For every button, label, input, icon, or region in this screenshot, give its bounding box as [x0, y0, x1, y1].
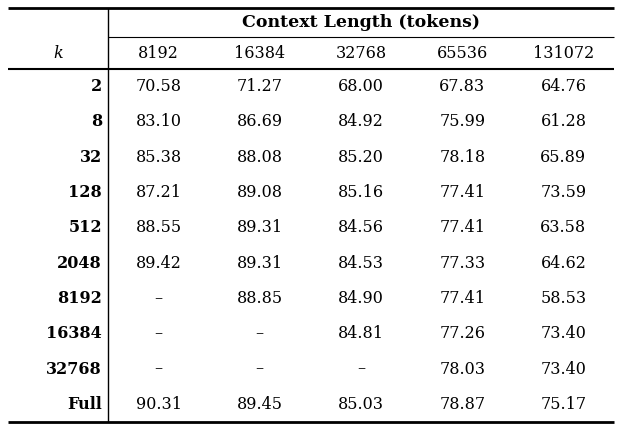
- Text: 58.53: 58.53: [541, 290, 587, 307]
- Text: 78.87: 78.87: [439, 396, 485, 413]
- Text: 63.58: 63.58: [541, 219, 587, 237]
- Text: 89.42: 89.42: [136, 255, 182, 272]
- Text: 65536: 65536: [437, 44, 488, 61]
- Text: 84.81: 84.81: [338, 325, 384, 342]
- Text: 77.26: 77.26: [439, 325, 485, 342]
- Text: 90.31: 90.31: [136, 396, 182, 413]
- Text: 73.40: 73.40: [541, 325, 587, 342]
- Text: 64.76: 64.76: [541, 78, 587, 95]
- Text: 2048: 2048: [57, 255, 102, 272]
- Text: –: –: [256, 360, 264, 378]
- Text: 84.56: 84.56: [338, 219, 384, 237]
- Text: 85.03: 85.03: [338, 396, 384, 413]
- Text: 77.33: 77.33: [439, 255, 485, 272]
- Text: 68.00: 68.00: [338, 78, 384, 95]
- Text: 8192: 8192: [138, 44, 179, 61]
- Text: 84.90: 84.90: [338, 290, 384, 307]
- Text: 84.53: 84.53: [338, 255, 384, 272]
- Text: 75.99: 75.99: [439, 114, 485, 130]
- Text: 73.59: 73.59: [541, 184, 587, 201]
- Text: –: –: [154, 325, 163, 342]
- Text: 77.41: 77.41: [439, 184, 485, 201]
- Text: Context Length (tokens): Context Length (tokens): [242, 14, 480, 31]
- Text: 73.40: 73.40: [541, 360, 587, 378]
- Text: k: k: [53, 44, 63, 61]
- Text: 32768: 32768: [335, 44, 386, 61]
- Text: 67.83: 67.83: [439, 78, 485, 95]
- Text: 61.28: 61.28: [541, 114, 587, 130]
- Text: 32768: 32768: [46, 360, 102, 378]
- Text: 89.31: 89.31: [237, 255, 283, 272]
- Text: 131072: 131072: [533, 44, 594, 61]
- Text: –: –: [154, 360, 163, 378]
- Text: 89.31: 89.31: [237, 219, 283, 237]
- Text: 2: 2: [91, 78, 102, 95]
- Text: 16384: 16384: [234, 44, 285, 61]
- Text: 87.21: 87.21: [136, 184, 182, 201]
- Text: –: –: [357, 360, 365, 378]
- Text: 70.58: 70.58: [136, 78, 182, 95]
- Text: 83.10: 83.10: [136, 114, 182, 130]
- Text: 88.08: 88.08: [237, 149, 283, 166]
- Text: 64.62: 64.62: [541, 255, 587, 272]
- Text: 77.41: 77.41: [439, 290, 485, 307]
- Text: 85.20: 85.20: [338, 149, 384, 166]
- Text: 8192: 8192: [57, 290, 102, 307]
- Text: 65.89: 65.89: [541, 149, 587, 166]
- Text: 88.55: 88.55: [136, 219, 182, 237]
- Text: 84.92: 84.92: [338, 114, 384, 130]
- Text: 512: 512: [68, 219, 102, 237]
- Text: –: –: [154, 290, 163, 307]
- Text: 16384: 16384: [46, 325, 102, 342]
- Text: 128: 128: [68, 184, 102, 201]
- Text: 85.16: 85.16: [338, 184, 384, 201]
- Text: Full: Full: [67, 396, 102, 413]
- Text: 32: 32: [80, 149, 102, 166]
- Text: 8: 8: [91, 114, 102, 130]
- Text: 77.41: 77.41: [439, 219, 485, 237]
- Text: 78.03: 78.03: [439, 360, 485, 378]
- Text: 85.38: 85.38: [136, 149, 182, 166]
- Text: 89.08: 89.08: [237, 184, 283, 201]
- Text: 88.85: 88.85: [237, 290, 283, 307]
- Text: 86.69: 86.69: [237, 114, 283, 130]
- Text: 71.27: 71.27: [237, 78, 283, 95]
- Text: 89.45: 89.45: [237, 396, 283, 413]
- Text: 75.17: 75.17: [541, 396, 587, 413]
- Text: –: –: [256, 325, 264, 342]
- Text: 78.18: 78.18: [439, 149, 485, 166]
